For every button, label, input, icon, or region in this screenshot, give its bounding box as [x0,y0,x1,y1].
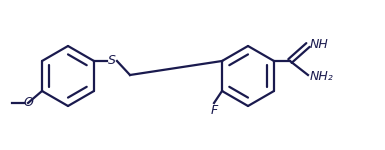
Text: F: F [210,104,218,117]
Text: NH₂: NH₂ [310,69,334,82]
Text: NH: NH [310,38,329,51]
Text: S: S [108,54,116,68]
Text: O: O [23,96,33,110]
